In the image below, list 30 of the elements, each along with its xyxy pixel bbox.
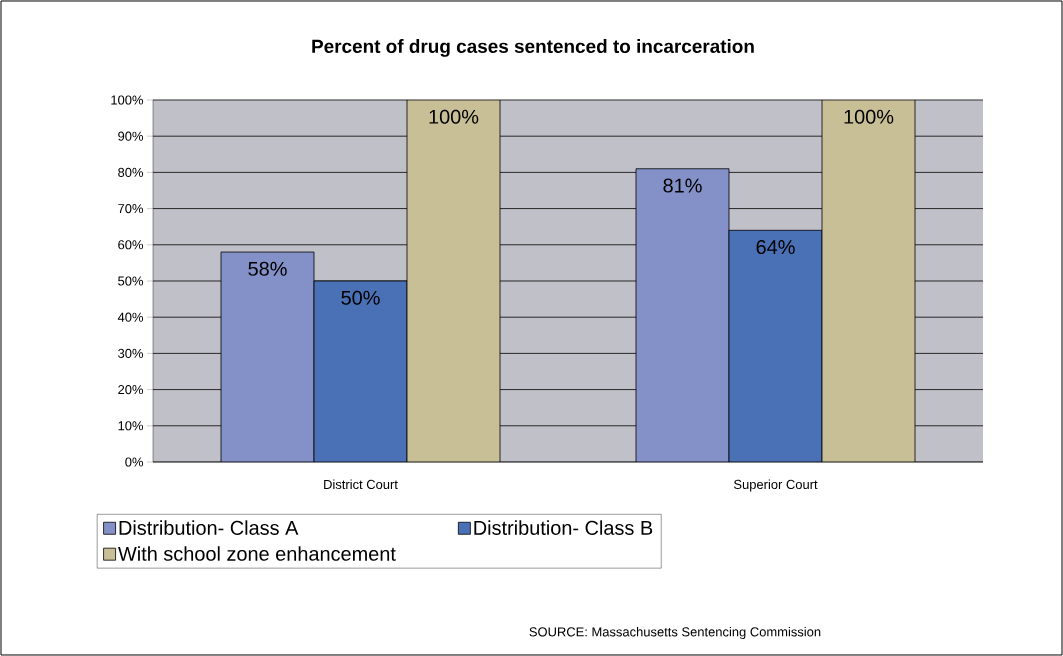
y-tick-label: 60% [118,240,144,250]
y-tick-label: 100% [111,95,144,105]
data-label: 81% [663,178,702,193]
y-tick-label: 10% [118,421,144,431]
bar [821,99,916,462]
bar [635,168,730,462]
legend-label: With school zone enhancement [118,546,396,561]
bar [313,280,408,462]
chart-title: Percent of drug cases sentenced to incarceration [312,39,754,57]
bar [728,229,823,462]
legend-label: Distribution- Class B [474,520,653,535]
y-tick-label: 40% [117,312,144,322]
legend-label: Distribution- Class A [119,520,299,535]
data-label: 50% [341,290,380,305]
bar [220,251,315,462]
y-tick-label: 0% [125,457,144,467]
x-tick-label: Superior Court [733,479,818,492]
y-tick-label: 70% [118,204,144,214]
data-label: 100% [844,109,894,124]
data-label: 58% [248,261,287,276]
y-tick-label: 50% [118,276,144,286]
source-note: SOURCE: Massachusetts Sentencing Commission [529,626,821,640]
bar [406,99,501,462]
data-label: 100% [429,109,479,124]
y-tick-label: 30% [118,348,144,358]
x-tick-label: District Court [324,479,398,490]
data-label: 64% [756,240,795,255]
y-tick-label: 90% [118,131,144,141]
y-tick-label: 80% [118,167,144,177]
y-tick-label: 20% [118,385,144,395]
